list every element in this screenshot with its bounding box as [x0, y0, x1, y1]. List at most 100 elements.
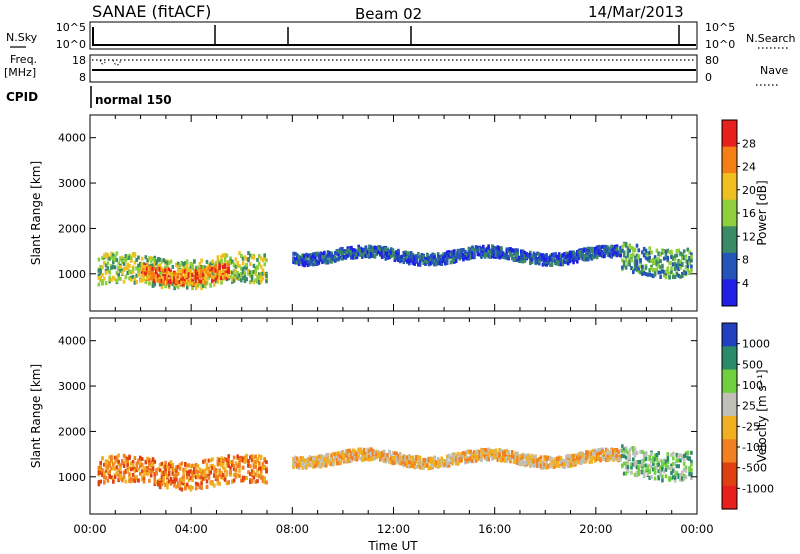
x-tick-label: 00:00: [73, 522, 106, 536]
echo-point: [563, 459, 566, 463]
echo-point: [409, 460, 413, 465]
echo-point: [397, 248, 400, 253]
echo-point: [690, 450, 693, 455]
echo-point: [241, 270, 245, 275]
echo-point: [626, 465, 630, 470]
echo-point: [348, 250, 351, 255]
echo-point: [203, 284, 207, 289]
echo-point: [476, 248, 480, 253]
echo-point: [597, 248, 601, 253]
echo-point: [158, 478, 162, 483]
echo-point: [380, 250, 384, 254]
echo-point: [131, 466, 135, 471]
echo-point: [144, 466, 148, 471]
echo-point: [175, 468, 178, 473]
echo-point: [672, 275, 675, 280]
echo-point: [236, 275, 239, 280]
echo-point: [650, 273, 653, 278]
echo-point: [615, 450, 619, 455]
echo-point: [431, 260, 434, 264]
echo-point: [205, 281, 209, 285]
echo-point: [379, 251, 382, 256]
echo-point: [205, 463, 209, 467]
echo-point: [167, 472, 171, 477]
echo-point: [462, 454, 465, 459]
echo-point: [675, 458, 679, 463]
echo-point: [196, 272, 200, 276]
echo-point: [592, 456, 595, 461]
echo-point: [586, 451, 590, 456]
echo-point: [263, 476, 266, 481]
echo-point: [151, 273, 154, 278]
echo-point: [442, 252, 445, 257]
echo-point: [158, 485, 162, 490]
echo-point: [469, 253, 472, 258]
echo-point: [330, 256, 333, 261]
echo-point: [249, 270, 252, 275]
echo-point: [406, 259, 409, 263]
echo-point: [681, 256, 684, 261]
echo-point: [480, 458, 483, 463]
echo-point: [218, 461, 221, 466]
echo-point: [467, 450, 471, 455]
echo-point: [456, 461, 460, 466]
echo-point: [604, 245, 608, 250]
echo-point: [686, 259, 690, 264]
echo-point: [128, 255, 131, 260]
echo-point: [176, 261, 180, 266]
echo-point: [200, 272, 203, 277]
echo-point: [520, 259, 523, 264]
echo-point: [144, 278, 148, 283]
echo-point: [426, 259, 429, 264]
echo-point: [162, 476, 166, 481]
echo-point: [160, 266, 164, 271]
echo-point: [436, 257, 440, 262]
echo-point: [164, 268, 167, 273]
x-tick-label: 04:00: [175, 522, 208, 536]
echo-point: [563, 259, 566, 264]
echo-point: [547, 257, 550, 262]
echo-point: [565, 461, 568, 466]
echo-point: [377, 250, 380, 255]
echo-point: [516, 254, 519, 259]
echo-point: [451, 457, 454, 462]
echo-point: [673, 257, 677, 262]
echo-point: [171, 276, 174, 281]
echo-point: [140, 278, 144, 283]
echo-point: [532, 251, 536, 256]
echo-point: [263, 253, 266, 258]
echo-point: [176, 279, 180, 284]
echo-point: [442, 461, 445, 466]
echo-point: [681, 454, 684, 459]
echo-point: [191, 286, 194, 291]
echo-point: [595, 452, 599, 457]
echo-point: [473, 450, 476, 455]
echo-point: [570, 254, 574, 258]
echo-point: [650, 451, 653, 456]
echo-point: [603, 254, 606, 259]
echo-point: [167, 283, 171, 288]
echo-point: [384, 251, 388, 256]
echo-point: [162, 480, 166, 484]
echo-point: [328, 259, 332, 264]
echo-point: [139, 455, 142, 460]
echo-point: [182, 269, 185, 274]
echo-point: [166, 264, 169, 269]
echo-point: [449, 260, 453, 265]
echo-point: [140, 477, 144, 482]
echo-point: [438, 256, 442, 261]
echo-point: [574, 458, 577, 463]
echo-point: [633, 248, 637, 253]
echo-point: [191, 273, 194, 278]
echo-point: [534, 256, 537, 261]
colorbar-segment: [722, 462, 737, 487]
echo-point: [621, 258, 624, 263]
echo-point: [500, 252, 503, 257]
echo-point: [99, 271, 102, 275]
echo-point: [690, 257, 693, 262]
echo-point: [310, 456, 313, 461]
echo-point: [673, 254, 677, 259]
echo-point: [686, 268, 690, 273]
echo-point: [402, 253, 406, 257]
